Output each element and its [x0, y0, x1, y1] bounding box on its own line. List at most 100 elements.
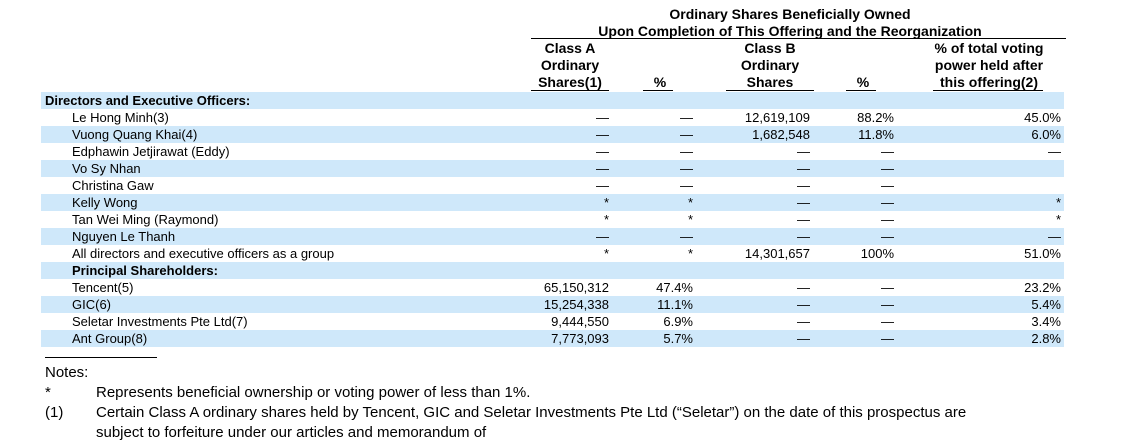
- col-a-rule: [531, 90, 609, 91]
- cell-class-b-pct: —: [881, 144, 894, 159]
- cell-class-b: —: [797, 229, 810, 244]
- row-name: Kelly Wong: [72, 195, 138, 210]
- cell-class-b-pct: —: [881, 161, 894, 176]
- note-text: Represents beneficial ownership or votin…: [96, 384, 531, 401]
- cell-voting-pct: —: [1048, 144, 1061, 159]
- row-name: Vo Sy Nhan: [72, 161, 141, 176]
- cell-voting-pct: 51.0%: [1024, 246, 1061, 261]
- cell-class-a: —: [596, 127, 609, 142]
- cell-class-a-pct: 5.7%: [663, 331, 693, 346]
- row-name: GIC(6): [72, 297, 111, 312]
- row-name: Nguyen Le Thanh: [72, 229, 176, 244]
- col-b-pct-rule: [846, 90, 876, 91]
- col-a-header-3: Shares(1): [538, 74, 602, 90]
- row-band: [41, 330, 1064, 347]
- cell-class-a-pct: —: [680, 110, 693, 125]
- cell-class-b-pct: —: [881, 178, 894, 193]
- cell-voting-pct: —: [1048, 229, 1061, 244]
- cell-class-b: 14,301,657: [744, 246, 810, 261]
- cell-class-b-pct: —: [881, 297, 894, 312]
- row-band: [41, 92, 1064, 109]
- cell-class-b: —: [797, 144, 810, 159]
- col-b-header-2: Ordinary: [740, 57, 800, 73]
- row-band: [41, 126, 1064, 143]
- cell-voting-pct: 2.8%: [1031, 331, 1061, 346]
- cell-voting-pct: 6.0%: [1031, 127, 1061, 142]
- col-a-pct-rule: [643, 90, 673, 91]
- cell-class-b-pct: —: [881, 314, 894, 329]
- notes-rule: [45, 357, 157, 358]
- cell-class-b: —: [797, 212, 810, 227]
- row-band: [41, 160, 1064, 177]
- row-name: Ant Group(8): [72, 331, 148, 346]
- cell-class-a-pct: 6.9%: [663, 314, 693, 329]
- cell-voting-pct: 23.2%: [1024, 280, 1061, 295]
- cell-class-a: 15,254,338: [543, 297, 609, 312]
- col-b-header-3: Shares: [746, 74, 794, 90]
- row-name: Vuong Quang Khai(4): [72, 127, 198, 142]
- note-mark: (1): [45, 404, 64, 421]
- cell-class-a-pct: *: [687, 212, 693, 227]
- cell-voting-pct: 3.4%: [1031, 314, 1061, 329]
- notes-title: Notes:: [45, 364, 89, 381]
- col-a-header-2: Ordinary: [540, 57, 600, 73]
- row-name: Tencent(5): [72, 280, 134, 295]
- note-text: Certain Class A ordinary shares held by …: [96, 404, 967, 421]
- cell-class-b: —: [797, 297, 810, 312]
- cell-class-b: —: [797, 178, 810, 193]
- cell-class-b: 1,682,548: [752, 127, 810, 142]
- group-header-line2: Upon Completion of This Offering and the…: [598, 23, 982, 39]
- cell-class-b: 12,619,109: [744, 110, 810, 125]
- cell-class-a: —: [596, 161, 609, 176]
- cell-class-b: —: [797, 314, 810, 329]
- col-a-pct-header: %: [653, 74, 667, 90]
- col-v-header-1: % of total voting: [934, 40, 1044, 56]
- cell-class-b-pct: 100%: [860, 246, 894, 261]
- cell-class-a: 65,150,312: [543, 280, 609, 295]
- col-v-header-2: power held after: [934, 57, 1044, 73]
- cell-voting-pct: 45.0%: [1024, 110, 1061, 125]
- row-band: [41, 228, 1064, 245]
- row-band: [41, 296, 1064, 313]
- cell-class-b-pct: —: [881, 195, 894, 210]
- row-name: Edphawin Jetjirawat (Eddy): [72, 144, 230, 159]
- col-v-rule: [933, 90, 1043, 91]
- cell-class-a-pct: —: [680, 144, 693, 159]
- cell-class-a-pct: *: [687, 246, 693, 261]
- cell-class-a: 9,444,550: [551, 314, 609, 329]
- cell-class-a: *: [603, 195, 609, 210]
- section-directors: Directors and Executive Officers:: [45, 93, 251, 108]
- row-name: All directors and executive officers as …: [72, 246, 335, 261]
- cell-class-a-pct: —: [680, 229, 693, 244]
- cell-class-a-pct: —: [680, 161, 693, 176]
- cell-class-b: —: [797, 161, 810, 176]
- cell-class-a: —: [596, 110, 609, 125]
- row-band: [41, 262, 1064, 279]
- cell-class-a-pct: —: [680, 178, 693, 193]
- note-mark: *: [45, 384, 51, 401]
- group-header-rule: [531, 38, 1066, 39]
- cell-class-a: *: [603, 212, 609, 227]
- col-v-header-3: this offering(2): [940, 74, 1038, 90]
- cell-class-a: —: [596, 229, 609, 244]
- cell-voting-pct: *: [1055, 195, 1061, 210]
- note-text-cont: subject to forfeiture under our articles…: [96, 424, 487, 441]
- cell-class-a-pct: 47.4%: [656, 280, 693, 295]
- row-band: [41, 194, 1064, 211]
- cell-class-b-pct: 88.2%: [857, 110, 894, 125]
- cell-class-a-pct: —: [680, 127, 693, 142]
- cell-class-b-pct: 11.8%: [858, 127, 894, 142]
- section-principal: Principal Shareholders:: [72, 263, 218, 278]
- cell-class-a-pct: 11.1%: [657, 297, 693, 312]
- row-name: Tan Wei Ming (Raymond): [72, 212, 219, 227]
- row-name: Christina Gaw: [72, 178, 154, 193]
- cell-voting-pct: 5.4%: [1031, 297, 1061, 312]
- col-b-rule: [726, 90, 814, 91]
- row-name: Seletar Investments Pte Ltd(7): [72, 314, 248, 329]
- cell-class-a: —: [596, 178, 609, 193]
- cell-class-b: —: [797, 195, 810, 210]
- cell-class-b-pct: —: [881, 280, 894, 295]
- cell-class-b-pct: —: [881, 212, 894, 227]
- row-name: Le Hong Minh(3): [72, 110, 169, 125]
- cell-class-a-pct: *: [687, 195, 693, 210]
